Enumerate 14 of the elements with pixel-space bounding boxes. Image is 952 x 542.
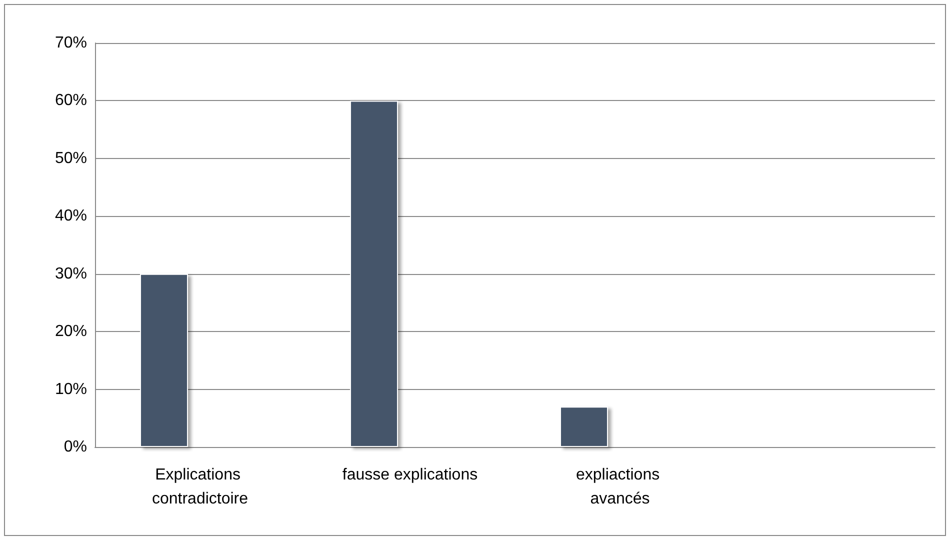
y-tick-label: 10% — [54, 380, 87, 398]
x-tick-label: fausse explications — [342, 466, 478, 484]
y-tick-label: 30% — [54, 265, 87, 282]
y-tick-label: 40% — [54, 208, 87, 225]
y-tick-label: 50% — [54, 150, 87, 167]
y-tick-label: 0% — [64, 438, 87, 456]
x-tick-label: Explications contradictoire — [152, 466, 248, 508]
y-tick-label: 20% — [54, 323, 87, 340]
bar — [350, 100, 398, 447]
y-tick-label: 70% — [54, 34, 87, 52]
x-tick-label: expliactions avancés — [576, 466, 664, 508]
bar — [560, 406, 608, 447]
y-tick-label: 60% — [54, 92, 87, 110]
bar — [140, 274, 188, 447]
